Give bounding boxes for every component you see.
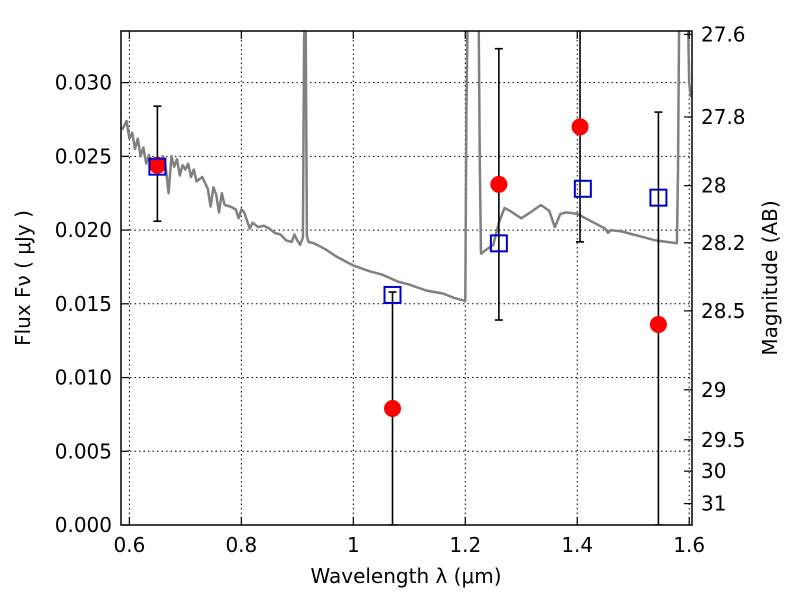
observed-point (571, 118, 589, 136)
y-tick-label: 0.030 (55, 71, 112, 95)
x-tick-label: 0.8 (225, 533, 257, 557)
y-tick-label: 0.020 (55, 218, 112, 242)
model-sed-line (121, 31, 692, 303)
ticks: 0.6 0.8 1 1.2 1.4 1.6 0.000 0.005 0.010 0.015 0.02… (55, 22, 746, 557)
model-photometry-point (383, 285, 402, 304)
right-tick-label: 27.8 (701, 105, 746, 129)
right-tick-label: 31 (701, 492, 726, 516)
x-tick-label: 0.6 (113, 533, 145, 557)
y-tick-label: 0.000 (55, 513, 112, 537)
model-photometry-point (489, 234, 508, 253)
right-tick-label: 28 (701, 174, 726, 198)
observed-point (490, 175, 508, 193)
right-tick-label: 29 (701, 378, 726, 402)
observed-point (649, 315, 667, 333)
y-axis-right-label: Magnitude (AB) (758, 200, 782, 355)
x-tick-label: 1.4 (561, 533, 593, 557)
y-tick-label: 0.005 (55, 439, 112, 463)
series-layer (121, 31, 692, 525)
x-tick-label: 1 (347, 533, 360, 557)
model-photometry-point (649, 188, 668, 207)
right-tick-label: 29.5 (701, 428, 746, 452)
model-photometry-point (148, 157, 167, 176)
right-tick-label: 28.2 (701, 231, 746, 255)
y-tick-label: 0.015 (55, 292, 112, 316)
model-photometry-point (573, 179, 592, 198)
x-tick-label: 1.6 (673, 533, 705, 557)
right-tick-label: 30 (701, 459, 726, 483)
y-tick-label: 0.025 (55, 144, 112, 168)
observed-point (384, 400, 402, 418)
axes-frame (120, 30, 693, 526)
y-axis-left-label: Flux Fν ( μJy ) (11, 210, 35, 346)
plot-frame (120, 30, 693, 526)
right-tick-label: 28.5 (701, 299, 746, 323)
right-tick-label: 27.6 (701, 22, 746, 46)
x-tick-label: 1.2 (449, 533, 481, 557)
x-axis-label: Wavelength λ (μm) (310, 564, 501, 588)
y-tick-label: 0.010 (55, 366, 112, 390)
